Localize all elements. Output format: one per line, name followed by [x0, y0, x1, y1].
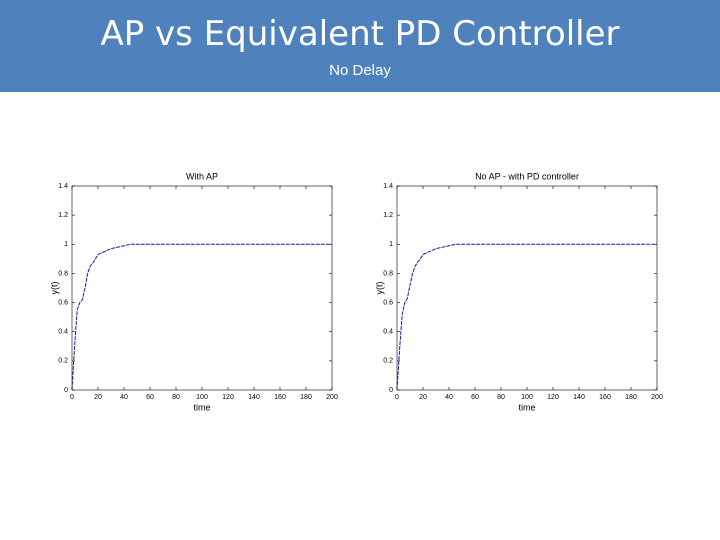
x-tick-label: 100 — [196, 394, 208, 401]
y-tick-label: 1.4 — [58, 183, 68, 190]
x-tick-label: 200 — [326, 394, 338, 401]
x-tick-label: 180 — [625, 394, 637, 401]
y-tick-label: 0 — [64, 387, 68, 394]
y-tick-label: 0 — [389, 387, 393, 394]
x-axis-label: time — [518, 402, 535, 412]
data-line — [71, 243, 332, 391]
x-tick-label: 60 — [146, 394, 154, 401]
y-tick-label: 0.8 — [58, 270, 68, 277]
data-line — [396, 243, 657, 391]
slide-header: AP vs Equivalent PD Controller No Delay — [0, 0, 720, 92]
x-tick-label: 200 — [651, 394, 663, 401]
y-tick-label: 1.4 — [383, 183, 393, 190]
y-tick-label: 0.6 — [383, 299, 393, 306]
x-tick-label: 80 — [172, 394, 180, 401]
x-tick-label: 120 — [547, 394, 559, 401]
y-tick-label: 1.2 — [58, 212, 68, 219]
x-tick-label: 160 — [599, 394, 611, 401]
y-tick-label: 1 — [389, 241, 393, 248]
x-tick-label: 140 — [573, 394, 585, 401]
y-tick-label: 1.2 — [383, 212, 393, 219]
y-tick-label: 1 — [64, 241, 68, 248]
y-tick-label: 0.4 — [383, 329, 393, 336]
x-tick-label: 40 — [445, 394, 453, 401]
x-tick-label: 180 — [300, 394, 312, 401]
x-tick-label: 40 — [120, 394, 128, 401]
x-tick-label: 60 — [471, 394, 479, 401]
x-tick-label: 80 — [497, 394, 505, 401]
x-tick-label: 20 — [94, 394, 102, 401]
x-tick-label: 100 — [521, 394, 533, 401]
plot-frame — [71, 185, 333, 391]
y-axis-label: y(t) — [49, 282, 59, 295]
slide-title: AP vs Equivalent PD Controller — [100, 14, 620, 54]
slide-subtitle: No Delay — [329, 62, 391, 79]
y-tick-label: 0.2 — [58, 358, 68, 365]
plot-frame — [396, 185, 658, 391]
x-tick-label: 140 — [248, 394, 260, 401]
x-tick-label: 20 — [419, 394, 427, 401]
x-tick-label: 0 — [395, 394, 399, 401]
y-axis-label: y(t) — [374, 282, 384, 295]
chart-title: No AP - with PD controller — [475, 171, 579, 181]
y-tick-label: 0.2 — [383, 358, 393, 365]
y-tick-label: 0.8 — [383, 270, 393, 277]
y-tick-label: 0.6 — [58, 299, 68, 306]
x-tick-label: 0 — [70, 394, 74, 401]
y-tick-label: 0.4 — [58, 329, 68, 336]
x-axis-label: time — [193, 402, 210, 412]
x-tick-label: 160 — [274, 394, 286, 401]
x-tick-label: 120 — [222, 394, 234, 401]
chart-title: With AP — [186, 171, 218, 181]
